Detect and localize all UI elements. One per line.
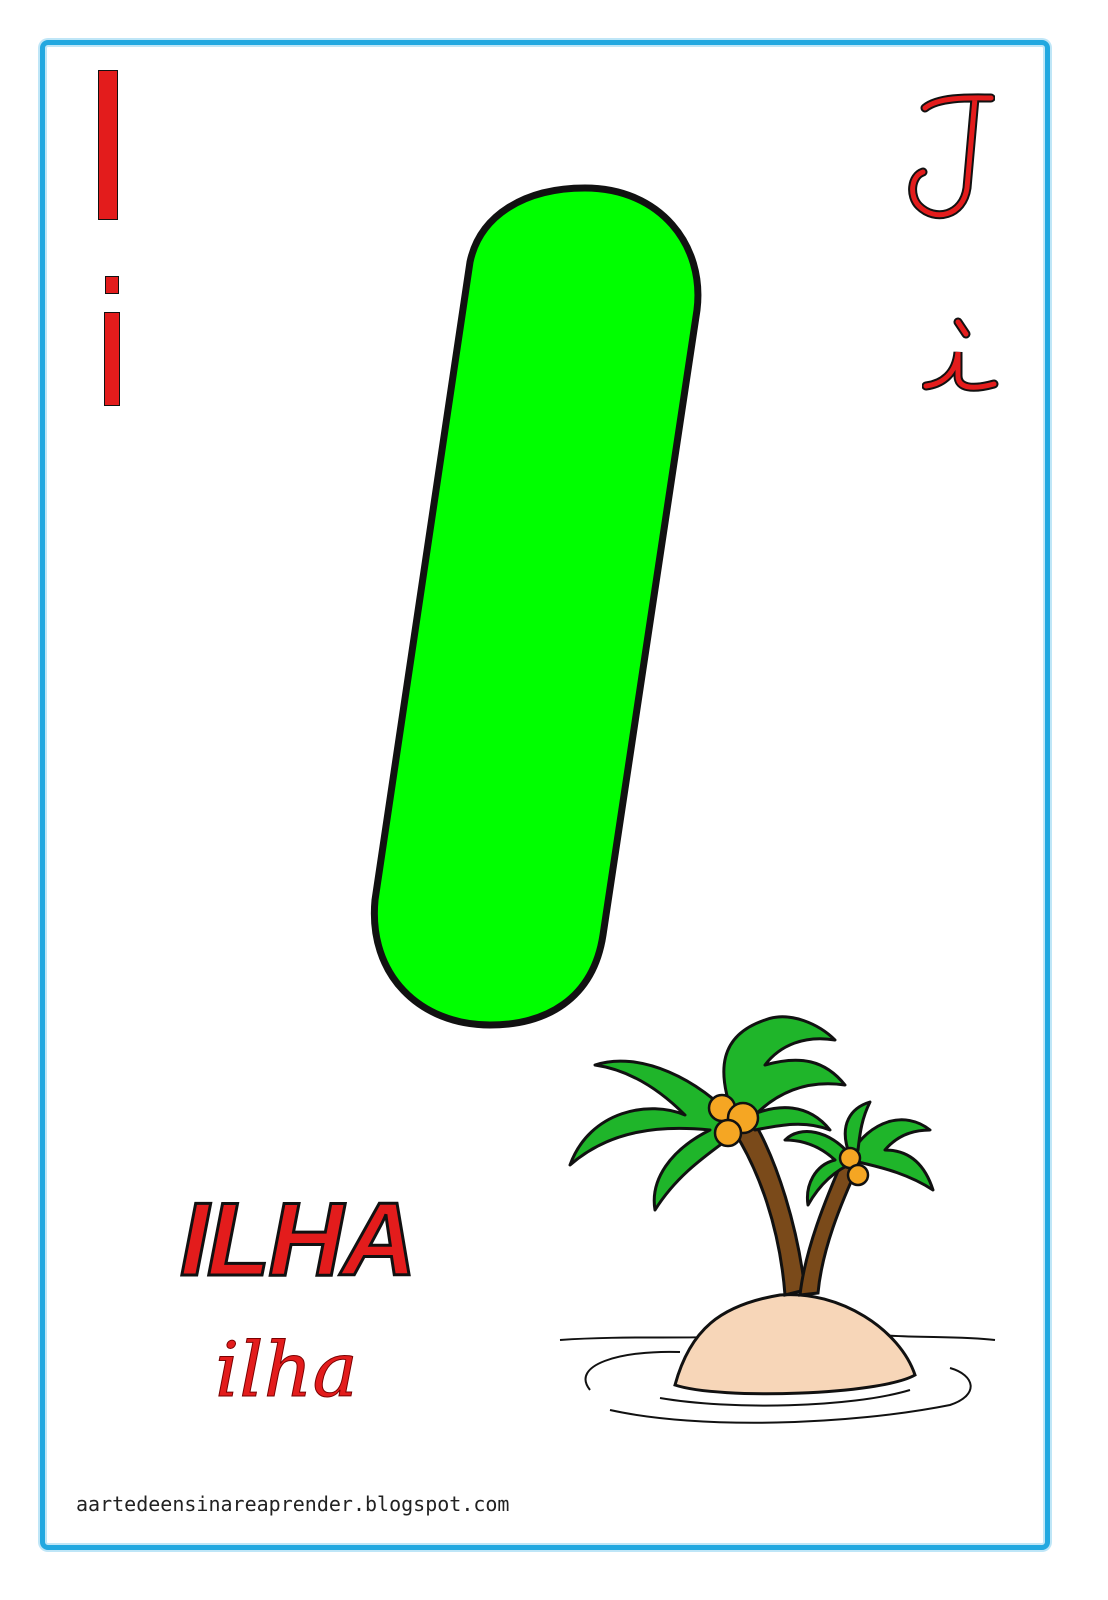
word-print: ILHA bbox=[179, 1181, 419, 1300]
word-cursive: ilha bbox=[215, 1325, 359, 1415]
cursive-lowercase-i bbox=[922, 317, 999, 392]
big-letter-i-shape bbox=[370, 184, 702, 1029]
cursive-uppercase-i bbox=[908, 93, 995, 220]
print-lowercase-i-dot bbox=[105, 276, 119, 294]
print-lowercase-i-stem bbox=[104, 312, 120, 406]
palm-island-icon bbox=[559, 1015, 996, 1424]
print-uppercase-i bbox=[98, 70, 118, 220]
credit-text: aartedeensinareaprender.blogspot.com bbox=[76, 1492, 510, 1516]
